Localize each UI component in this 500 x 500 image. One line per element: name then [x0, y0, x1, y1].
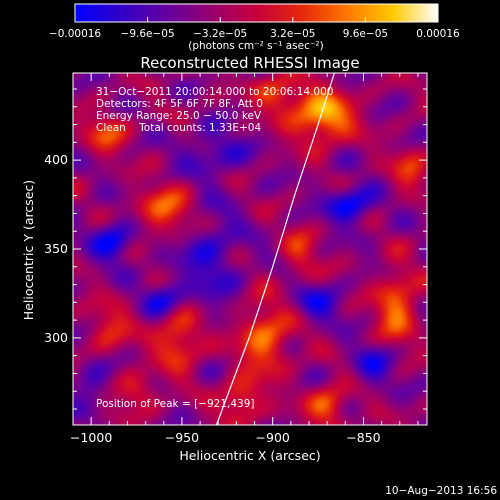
colorbar-tick-label: 0.00016	[416, 28, 460, 40]
chart-title: Reconstructed RHESSI Image	[140, 54, 359, 72]
colorbar: −0.00016 −9.6e−05 −3.2e−05 3.2e−05 9.6e−05 0.…	[49, 3, 460, 52]
y-tick-label: 400	[44, 152, 68, 167]
colorbar-tick-label: −0.00016	[49, 28, 102, 40]
x-axis: −1000 −950 −900 −850	[70, 73, 419, 445]
x-tick-label: −950	[165, 430, 199, 445]
colorbar-ticks: −0.00016 −9.6e−05 −3.2e−05 3.2e−05 9.6e−05 0.…	[49, 17, 460, 40]
heatmap-raster	[73, 73, 427, 425]
y-axis: 300 350 400	[44, 88, 427, 410]
x-tick-label: −850	[346, 430, 380, 445]
x-axis-label: Heliocentric X (arcsec)	[179, 448, 320, 463]
y-axis-label: Heliocentric Y (arcsec)	[21, 180, 36, 320]
info-line-time: 31−Oct−2011 20:00:14.000 to 20:06:14.000	[96, 86, 333, 98]
info-line-counts: Clean Total counts: 1.33E+04	[96, 122, 261, 134]
colorbar-units: (photons cm⁻² s⁻¹ asec⁻²)	[188, 40, 323, 52]
colorbar-tick-label: −9.6e−05	[121, 28, 175, 40]
colorbar-tick-label: 3.2e−05	[270, 28, 315, 40]
colorbar-tick-label: −3.2e−05	[193, 28, 247, 40]
observation-info: 31−Oct−2011 20:00:14.000 to 20:06:14.000…	[96, 86, 333, 134]
solar-limb-line	[215, 73, 335, 425]
generation-timestamp: 10−Aug−2013 16:56	[385, 485, 497, 497]
y-tick-label: 350	[44, 241, 68, 256]
colorbar-tick-label: 9.6e−05	[343, 28, 388, 40]
x-tick-label: −1000	[70, 430, 112, 445]
y-tick-label: 300	[44, 330, 68, 345]
colorbar-gradient	[74, 3, 439, 23]
info-line-detectors: Detectors: 4F 5F 6F 7F 8F, Att 0	[96, 98, 263, 110]
info-line-energy: Energy Range: 25.0 − 50.0 keV	[96, 110, 262, 122]
peak-position-label: Position of Peak = [−921,439]	[96, 398, 255, 410]
heatmap-canvas	[73, 73, 427, 425]
x-tick-label: −900	[256, 430, 290, 445]
